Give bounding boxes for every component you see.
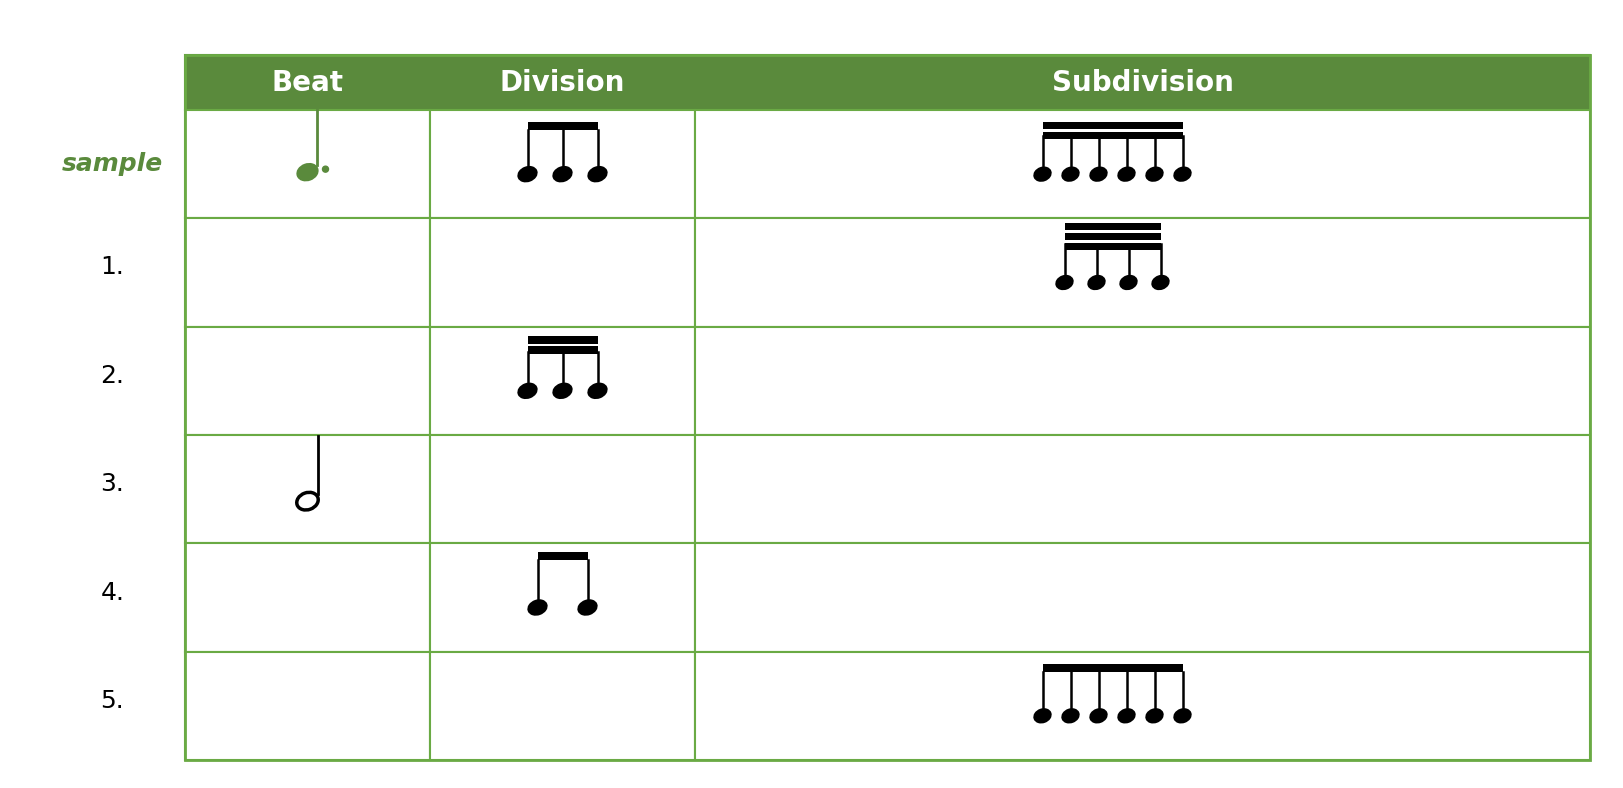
Bar bbox=[695, 544, 1589, 652]
Ellipse shape bbox=[1087, 277, 1104, 288]
Ellipse shape bbox=[589, 384, 605, 398]
Text: sample: sample bbox=[62, 152, 162, 177]
Ellipse shape bbox=[1061, 709, 1078, 722]
Ellipse shape bbox=[1120, 277, 1136, 288]
Text: Beat: Beat bbox=[271, 69, 344, 96]
Bar bbox=[185, 110, 430, 218]
Ellipse shape bbox=[553, 167, 571, 181]
Bar bbox=[185, 218, 430, 327]
Bar bbox=[430, 652, 695, 760]
Ellipse shape bbox=[578, 600, 596, 615]
Bar bbox=[1063, 243, 1160, 250]
Ellipse shape bbox=[1146, 709, 1162, 722]
Ellipse shape bbox=[323, 166, 328, 172]
Bar bbox=[430, 327, 695, 435]
Bar bbox=[430, 544, 695, 652]
Ellipse shape bbox=[1146, 168, 1162, 180]
Ellipse shape bbox=[1173, 168, 1190, 180]
Text: 2.: 2. bbox=[101, 364, 125, 388]
Text: 3.: 3. bbox=[101, 472, 125, 496]
Text: 4.: 4. bbox=[101, 581, 125, 604]
Bar bbox=[695, 327, 1589, 435]
Bar bbox=[1042, 132, 1182, 139]
Bar bbox=[1042, 663, 1182, 672]
Bar bbox=[527, 122, 597, 130]
Ellipse shape bbox=[1118, 709, 1133, 722]
Bar bbox=[430, 435, 695, 544]
Ellipse shape bbox=[1118, 168, 1133, 180]
Ellipse shape bbox=[518, 384, 536, 398]
Bar bbox=[185, 55, 1589, 760]
Text: 1.: 1. bbox=[101, 255, 125, 280]
Bar bbox=[185, 327, 430, 435]
Ellipse shape bbox=[297, 492, 318, 510]
Ellipse shape bbox=[589, 167, 605, 181]
Ellipse shape bbox=[1091, 709, 1105, 722]
Bar bbox=[430, 110, 695, 218]
Bar bbox=[430, 218, 695, 327]
Ellipse shape bbox=[1061, 168, 1078, 180]
Ellipse shape bbox=[1152, 277, 1167, 288]
Bar bbox=[1042, 122, 1182, 129]
Bar bbox=[1063, 232, 1160, 240]
Bar bbox=[185, 435, 430, 544]
Ellipse shape bbox=[529, 600, 545, 615]
Ellipse shape bbox=[297, 165, 316, 180]
Bar bbox=[695, 218, 1589, 327]
Ellipse shape bbox=[1057, 277, 1071, 288]
Bar bbox=[537, 552, 588, 560]
Text: Division: Division bbox=[500, 69, 625, 96]
Ellipse shape bbox=[518, 167, 536, 181]
Ellipse shape bbox=[1091, 168, 1105, 180]
Text: 5.: 5. bbox=[101, 689, 125, 713]
Text: Subdivision: Subdivision bbox=[1052, 69, 1233, 96]
Bar bbox=[1063, 222, 1160, 229]
Bar bbox=[185, 544, 430, 652]
Bar bbox=[527, 336, 597, 344]
Bar bbox=[695, 110, 1589, 218]
Bar bbox=[695, 652, 1589, 760]
Bar bbox=[695, 435, 1589, 544]
Bar bbox=[185, 652, 430, 760]
Ellipse shape bbox=[1034, 709, 1050, 722]
Ellipse shape bbox=[1173, 709, 1190, 722]
Bar bbox=[185, 55, 1589, 110]
Ellipse shape bbox=[553, 384, 571, 398]
Bar bbox=[527, 346, 597, 354]
Ellipse shape bbox=[1034, 168, 1050, 180]
